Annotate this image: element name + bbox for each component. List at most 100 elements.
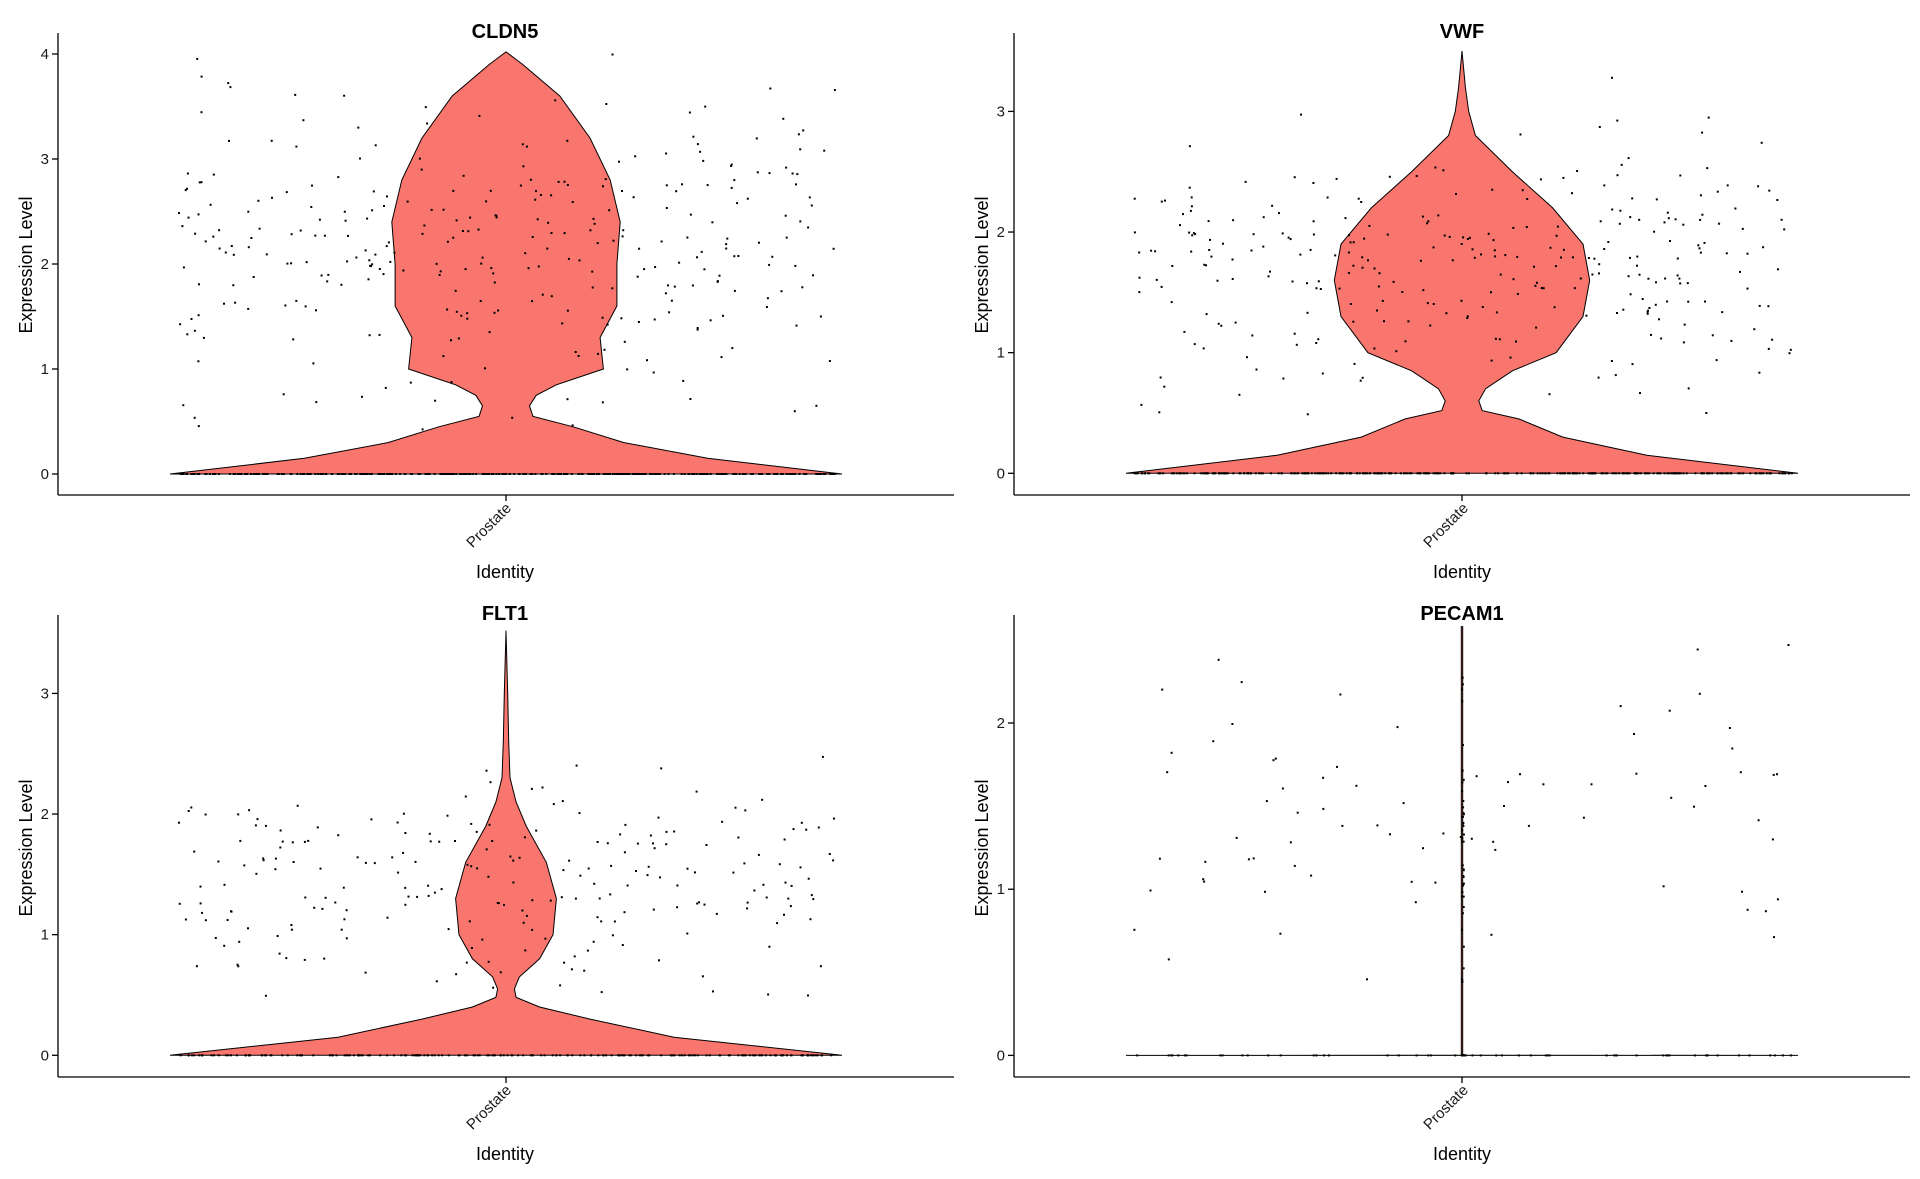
data-point (1279, 1054, 1282, 1057)
data-point (1591, 273, 1594, 276)
data-point (200, 111, 203, 114)
data-point (782, 1054, 785, 1057)
data-point (1390, 472, 1393, 475)
data-point (768, 945, 771, 948)
data-point (1627, 275, 1630, 278)
data-point (187, 1054, 190, 1057)
data-point (186, 172, 189, 175)
data-point (204, 919, 207, 922)
data-point (1193, 472, 1196, 475)
data-point (1427, 220, 1430, 223)
data-point (1204, 860, 1207, 863)
data-point (1495, 311, 1498, 314)
data-point (417, 473, 420, 475)
data-point (566, 1054, 569, 1057)
data-point (1616, 312, 1618, 314)
data-point (830, 473, 833, 475)
data-point (1693, 805, 1695, 808)
data-point (1633, 733, 1635, 735)
data-point (230, 245, 233, 247)
data-point (194, 232, 197, 235)
data-point (469, 473, 472, 475)
data-point (559, 473, 562, 475)
data-point (1739, 472, 1742, 475)
data-point (1341, 824, 1344, 827)
data-point (491, 840, 494, 842)
data-point (421, 428, 424, 431)
data-point (439, 270, 442, 273)
data-point (1426, 302, 1429, 305)
data-point (570, 473, 573, 475)
data-point (1705, 412, 1708, 414)
data-point (1418, 472, 1421, 475)
data-point (1265, 800, 1268, 803)
data-point (419, 1054, 422, 1057)
data-point (190, 473, 193, 475)
data-point (296, 1054, 299, 1057)
data-point (635, 1054, 638, 1057)
data-point (1247, 858, 1250, 861)
data-point (1207, 220, 1210, 223)
data-point (438, 840, 441, 843)
data-point (495, 214, 498, 217)
data-point (198, 1054, 201, 1057)
data-point (1327, 472, 1330, 475)
data-point (442, 208, 445, 211)
data-point (768, 172, 771, 175)
data-point (1252, 233, 1255, 236)
data-point (1361, 376, 1364, 379)
data-point (1166, 771, 1169, 774)
data-point (1728, 727, 1731, 729)
data-point (1724, 472, 1727, 475)
data-point (449, 473, 452, 475)
data-point (1335, 177, 1338, 180)
data-point (1462, 236, 1465, 239)
data-point (312, 362, 315, 365)
data-point (673, 830, 676, 833)
data-point (389, 260, 392, 263)
data-point (420, 168, 423, 171)
data-point (665, 184, 668, 187)
data-point (616, 473, 619, 475)
data-point (522, 165, 525, 168)
data-point (721, 820, 724, 823)
data-point (371, 263, 374, 266)
data-point (1555, 234, 1558, 237)
data-point (579, 874, 582, 877)
data-point (744, 1054, 747, 1057)
data-point (581, 473, 584, 475)
data-point (1760, 141, 1763, 144)
data-point (477, 228, 480, 231)
y-tick-label: 3 (41, 151, 49, 168)
data-point (356, 856, 359, 859)
data-point (818, 473, 821, 475)
data-point (699, 473, 702, 475)
data-point (1202, 347, 1205, 350)
data-point (1190, 205, 1193, 208)
data-point (703, 903, 706, 906)
data-point (1628, 472, 1631, 475)
data-point (1426, 222, 1429, 225)
data-point (319, 867, 322, 870)
data-point (488, 1054, 491, 1057)
data-point (1544, 472, 1547, 475)
data-point (620, 473, 623, 475)
data-point (768, 473, 771, 475)
data-point (447, 473, 450, 475)
data-point (696, 902, 699, 905)
data-point (691, 1054, 694, 1057)
data-point (394, 473, 397, 475)
data-point (1171, 1054, 1174, 1057)
data-point (391, 856, 394, 859)
data-point (1465, 472, 1468, 475)
data-point (756, 171, 759, 174)
data-point (819, 965, 822, 968)
data-point (565, 473, 568, 475)
data-point (1133, 928, 1136, 931)
data-point (753, 889, 756, 892)
data-point (1579, 277, 1582, 280)
data-point (1147, 472, 1150, 475)
data-point (1635, 1054, 1638, 1057)
data-point (197, 213, 200, 216)
data-point (579, 1054, 582, 1057)
